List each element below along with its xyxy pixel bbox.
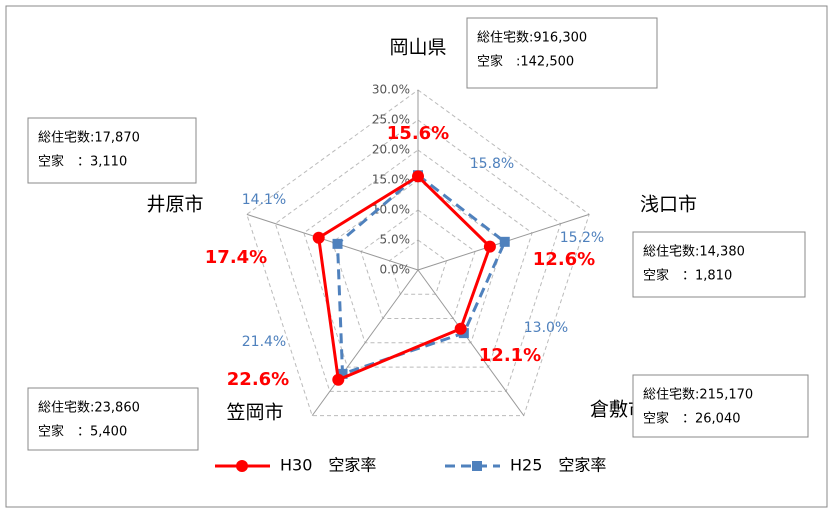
category-label: 井原市 bbox=[146, 194, 203, 216]
grid-line bbox=[246, 89, 590, 417]
grid-line bbox=[360, 209, 476, 320]
tick-label: 25.0% bbox=[372, 113, 410, 127]
data-label: 12.1% bbox=[479, 345, 541, 366]
data-point bbox=[332, 238, 343, 249]
legend-label: H25 空家率 bbox=[510, 456, 606, 475]
annotation-text: 空家 ：5,400 bbox=[38, 424, 127, 440]
annotation-text: 総住宅数:916,300 bbox=[477, 31, 587, 46]
data-label: 13.0% bbox=[524, 320, 568, 336]
legend-marker bbox=[472, 461, 482, 471]
category-label: 浅口市 bbox=[640, 194, 697, 216]
grid-line bbox=[388, 239, 448, 295]
category-label: 岡山県 bbox=[389, 37, 446, 59]
data-point bbox=[337, 368, 348, 379]
annotation-text: 空家 ：26,040 bbox=[643, 411, 741, 427]
annotation-text: 空家 ：1,810 bbox=[643, 268, 732, 284]
annotation-box bbox=[632, 231, 806, 298]
axis-spoke bbox=[246, 213, 419, 271]
tick-label: 20.0% bbox=[372, 143, 410, 157]
tick-label: 0.0% bbox=[380, 263, 411, 277]
tick-label: 10.0% bbox=[372, 203, 410, 217]
annotation-box bbox=[632, 374, 809, 438]
axis-spoke bbox=[417, 269, 525, 416]
grid-line bbox=[303, 149, 533, 368]
tick-label: 15.0% bbox=[372, 173, 410, 187]
annotation-box bbox=[27, 387, 199, 451]
data-label: 12.6% bbox=[533, 249, 595, 270]
legend-label: H30 空家率 bbox=[280, 456, 376, 475]
data-label: 14.1% bbox=[242, 192, 286, 208]
data-point bbox=[499, 236, 510, 247]
tick-label: 30.0% bbox=[372, 83, 410, 97]
annotation-text: 総住宅数:14,380 bbox=[643, 245, 745, 260]
data-label: 17.4% bbox=[205, 247, 267, 268]
annotation-text: 空家 ：3,110 bbox=[38, 154, 127, 170]
data-label: 21.4% bbox=[242, 334, 286, 350]
annotation-text: 空家 :142,500 bbox=[477, 54, 574, 70]
data-point bbox=[454, 322, 467, 335]
annotation-text: 総住宅数:215,170 bbox=[643, 388, 753, 403]
data-label: 15.8% bbox=[470, 156, 514, 172]
data-label: 22.6% bbox=[227, 369, 289, 390]
annotation-box bbox=[466, 17, 658, 89]
annotation-box bbox=[27, 117, 197, 184]
data-point bbox=[312, 231, 325, 244]
tick-label: 5.0% bbox=[380, 233, 411, 247]
annotation-text: 総住宅数:23,860 bbox=[38, 401, 140, 416]
data-label: 15.6% bbox=[387, 123, 449, 144]
data-label: 15.2% bbox=[560, 230, 604, 246]
data-point bbox=[332, 373, 345, 386]
category-label: 笠岡市 bbox=[226, 402, 283, 424]
series-line bbox=[317, 174, 492, 382]
data-point bbox=[412, 170, 424, 183]
axis-spoke bbox=[311, 269, 419, 416]
annotation-text: 総住宅数:17,870 bbox=[38, 131, 140, 146]
data-point bbox=[483, 240, 496, 253]
legend-marker bbox=[236, 460, 248, 472]
